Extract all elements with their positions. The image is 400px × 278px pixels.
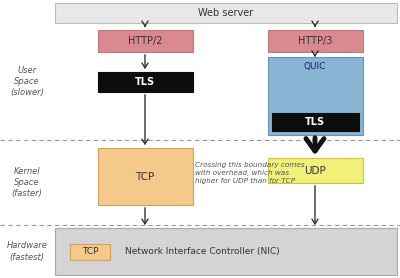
- Text: User
Space
(slower): User Space (slower): [10, 66, 44, 97]
- Bar: [268, 158, 362, 183]
- Bar: [268, 57, 362, 135]
- Text: Kernel
Space
(faster): Kernel Space (faster): [12, 167, 42, 198]
- Text: TLS: TLS: [305, 117, 325, 127]
- Bar: [98, 72, 192, 92]
- Bar: [55, 228, 397, 275]
- Text: HTTP/2: HTTP/2: [128, 36, 162, 46]
- Text: QUIC: QUIC: [304, 63, 326, 71]
- Text: Network Interface Controller (NIC): Network Interface Controller (NIC): [125, 247, 280, 256]
- Text: TLS: TLS: [135, 77, 155, 87]
- Bar: [268, 30, 362, 52]
- Text: UDP: UDP: [304, 165, 326, 175]
- Bar: [70, 244, 110, 259]
- Bar: [98, 30, 192, 52]
- Text: Hardware
(fastest): Hardware (fastest): [6, 242, 48, 262]
- Text: TCP: TCP: [135, 172, 155, 182]
- Text: TCP: TCP: [82, 247, 98, 256]
- Text: Web server: Web server: [198, 8, 254, 18]
- Text: Crossing this boundary comes
with overhead, which was
higher for UDP than for TC: Crossing this boundary comes with overhe…: [195, 162, 305, 184]
- Text: HTTP/3: HTTP/3: [298, 36, 332, 46]
- Bar: [55, 3, 397, 23]
- Bar: [272, 113, 358, 131]
- Bar: [98, 148, 192, 205]
